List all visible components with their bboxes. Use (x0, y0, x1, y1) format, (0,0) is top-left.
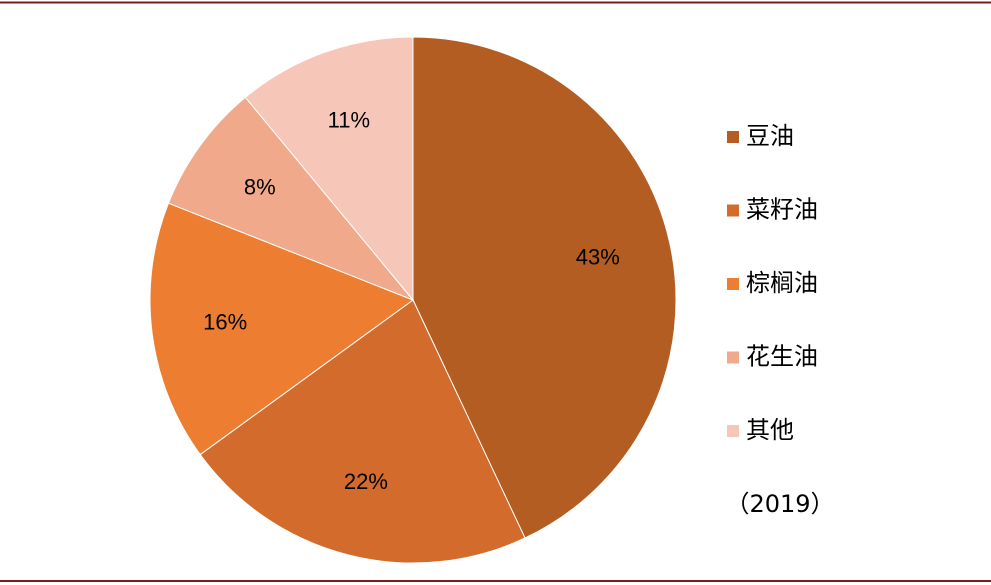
pie-slice (199, 299, 526, 564)
data-label: 22% (344, 469, 388, 494)
pie-slice (244, 36, 414, 302)
data-label: 43% (576, 245, 620, 270)
legend-swatch (727, 351, 739, 364)
legend-label: 豆油 (746, 122, 794, 150)
data-label: 16% (203, 310, 247, 335)
data-label: 8% (244, 175, 276, 200)
pie-slice (167, 96, 414, 301)
pie-slice (412, 36, 677, 539)
legend-label: 菜籽油 (746, 196, 818, 224)
legend-swatch (727, 425, 739, 437)
pie-slice (149, 202, 415, 456)
legend-label: 花生油 (746, 343, 818, 371)
legend-label: 棕榈油 (746, 269, 818, 297)
legend-swatch (727, 204, 739, 217)
legend-swatch (727, 278, 739, 290)
legend-swatch (727, 131, 739, 143)
legend-label: 其他 (746, 416, 794, 444)
annotation: （2019） (725, 490, 834, 518)
data-label: 11% (328, 108, 370, 133)
